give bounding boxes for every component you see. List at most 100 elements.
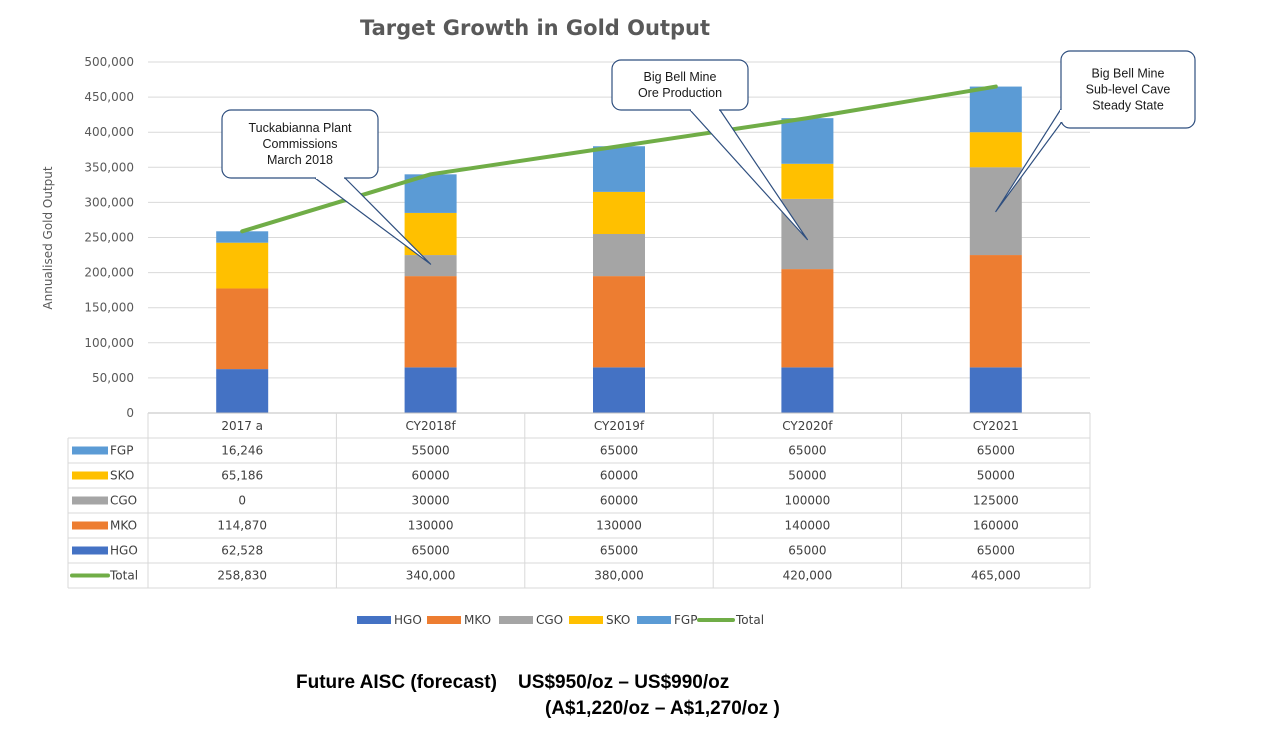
legend-label: HGO xyxy=(394,613,422,627)
legend-key-fgp xyxy=(637,616,671,624)
table-header-cell: CY2021 xyxy=(973,419,1019,433)
table-row-label: CGO xyxy=(110,494,137,508)
bar-segment-hgo xyxy=(216,369,269,413)
table-cell: 100000 xyxy=(784,494,830,508)
bar-segment-mko xyxy=(216,288,269,370)
table-cell: 130000 xyxy=(408,519,454,533)
callout-text-line: Big Bell Mine xyxy=(1092,67,1165,81)
y-tick-label: 150,000 xyxy=(84,301,134,315)
callout-text-line: March 2018 xyxy=(267,153,333,167)
legend-key-mko xyxy=(427,616,461,624)
table-header-cell: CY2020f xyxy=(782,419,833,433)
table-cell: 30000 xyxy=(412,494,450,508)
bar-segment-hgo xyxy=(593,367,645,413)
table-cell: 65000 xyxy=(600,544,638,558)
table-cell: 55000 xyxy=(412,444,450,458)
table-cell: 60000 xyxy=(412,469,450,483)
bar-segment-sko xyxy=(969,132,1022,168)
table-row-label: HGO xyxy=(110,544,138,558)
table-header-cell: CY2018f xyxy=(405,419,456,433)
legend-key-sko xyxy=(72,471,108,480)
table-cell: 0 xyxy=(238,494,246,508)
table-cell: 465,000 xyxy=(971,569,1021,583)
callout-text-line: Ore Production xyxy=(638,86,722,100)
legend-label: SKO xyxy=(606,613,630,627)
table-cell: 65000 xyxy=(788,544,826,558)
table-header-cell: CY2019f xyxy=(594,419,645,433)
table-cell: 420,000 xyxy=(783,569,833,583)
bar-segment-cgo xyxy=(404,255,457,277)
callout-box xyxy=(611,59,749,111)
table-cell: 65000 xyxy=(977,544,1015,558)
bar-segment-mko xyxy=(969,255,1022,368)
callout-text-line: Tuckabianna Plant xyxy=(248,121,352,135)
table-row-label: FGP xyxy=(110,444,133,458)
table-cell: 65000 xyxy=(977,444,1015,458)
table-cell: 60000 xyxy=(600,469,638,483)
bar-segment-hgo xyxy=(781,367,834,413)
bar-segment-sko xyxy=(781,163,834,199)
table-cell: 62,528 xyxy=(221,544,263,558)
bar-segment-fgp xyxy=(593,146,645,192)
callout-text-line: Sub-level Cave xyxy=(1086,83,1171,97)
y-tick-label: 200,000 xyxy=(84,266,134,280)
legend-key-hgo xyxy=(357,616,391,624)
y-tick-label: 0 xyxy=(126,406,134,420)
legend-key-fgp xyxy=(72,446,108,455)
callout-text-line: Big Bell Mine xyxy=(644,70,717,84)
y-tick-label: 50,000 xyxy=(92,371,134,385)
table-header-cell: 2017 a xyxy=(221,419,263,433)
legend-key-cgo xyxy=(72,496,108,505)
bar-segment-mko xyxy=(593,276,645,368)
table-cell: 160000 xyxy=(973,519,1019,533)
table-cell: 65,186 xyxy=(221,469,263,483)
table-row-label: Total xyxy=(109,569,138,583)
y-tick-label: 100,000 xyxy=(84,336,134,350)
table-row-label: SKO xyxy=(110,469,134,483)
legend-label: FGP xyxy=(674,613,697,627)
y-tick-label: 450,000 xyxy=(84,90,134,104)
total-line xyxy=(240,84,998,234)
chart-title: Target Growth in Gold Output xyxy=(360,16,710,40)
table-cell: 50000 xyxy=(788,469,826,483)
bar-segment-hgo xyxy=(404,367,457,413)
table-cell: 65000 xyxy=(600,444,638,458)
table-cell: 65000 xyxy=(788,444,826,458)
table-row-label: MKO xyxy=(110,519,137,533)
legend-key-cgo xyxy=(499,616,533,624)
callouts: Tuckabianna Plant Commissions March 2018 Bi… xyxy=(221,50,1196,265)
bar-segment-hgo xyxy=(969,367,1022,413)
y-tick-label: 400,000 xyxy=(84,125,134,139)
table-cell: 380,000 xyxy=(594,569,644,583)
table-cell: 65000 xyxy=(412,544,450,558)
y-tick-label: 500,000 xyxy=(84,55,134,69)
bar-segment-fgp xyxy=(216,231,269,243)
legend-key-mko xyxy=(72,521,108,530)
callout-box xyxy=(221,109,379,179)
legend: HGO MKO CGO SKO FGP Total xyxy=(357,613,764,627)
table-cell: 114,870 xyxy=(217,519,267,533)
aisc-line-1: Future AISC (forecast) US$950/oz – US$99… xyxy=(296,672,730,693)
callout-text-line: Steady State xyxy=(1092,99,1164,113)
data-table: 2017 a CY2018f CY2019f CY2020f CY2021 FGP 16,2… xyxy=(67,412,1091,589)
bar-segment-mko xyxy=(404,276,457,368)
y-tick-label: 250,000 xyxy=(84,231,134,245)
bar-segment-cgo xyxy=(593,233,645,277)
aisc-line-2: (A$1,220/oz – A$1,270/oz ) xyxy=(545,698,780,719)
legend-label: CGO xyxy=(536,613,563,627)
y-tick-label: 350,000 xyxy=(84,160,134,174)
table-cell: 130000 xyxy=(596,519,642,533)
legend-key-sko xyxy=(569,616,603,624)
y-tick-label: 300,000 xyxy=(84,195,134,209)
table-cell: 340,000 xyxy=(406,569,456,583)
legend-label: Total xyxy=(735,613,764,627)
y-tick-labels: 0 50,000 100,000 150,000 200,000 250,000 300,0… xyxy=(84,55,134,420)
callout-box xyxy=(1060,50,1196,129)
y-axis-label: Annualised Gold Output xyxy=(41,166,55,309)
legend-key-hgo xyxy=(72,546,108,555)
legend-label: MKO xyxy=(464,613,491,627)
table-cell: 60000 xyxy=(600,494,638,508)
table-cell: 258,830 xyxy=(217,569,267,583)
bar-segment-mko xyxy=(781,269,834,368)
